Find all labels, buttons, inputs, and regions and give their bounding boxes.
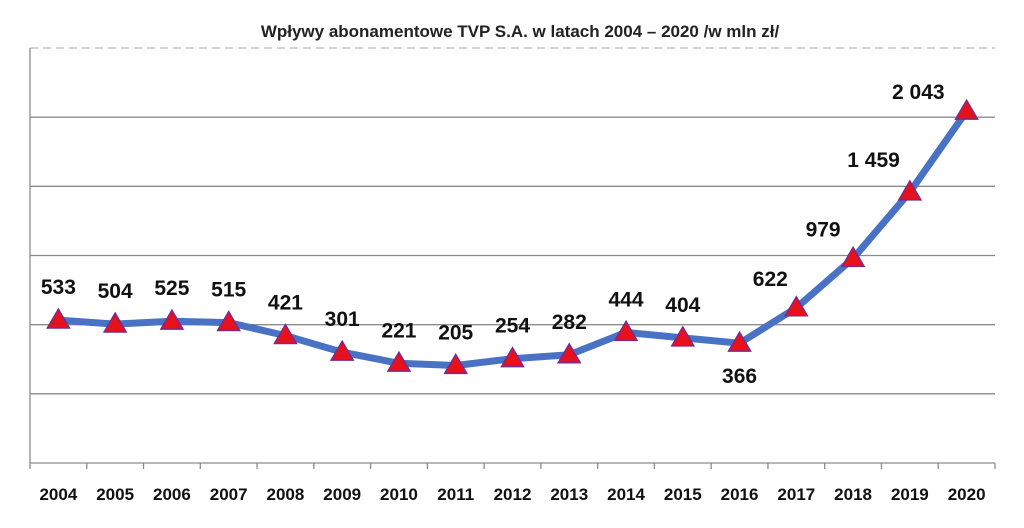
- data-point-marker: [670, 325, 696, 347]
- data-point-marker: [897, 179, 923, 201]
- x-tick-label: 2007: [210, 485, 248, 504]
- data-label: 1 459: [847, 149, 900, 172]
- data-point-marker: [784, 295, 809, 317]
- gridlines: [30, 47, 995, 395]
- data-label: 205: [438, 321, 473, 344]
- x-tick-label: 2017: [777, 485, 815, 504]
- data-point-marker: [613, 319, 639, 342]
- data-label: 2 043: [892, 81, 945, 104]
- data-point-marker: [556, 342, 582, 364]
- data-point-marker: [102, 311, 128, 333]
- data-point-marker: [273, 323, 298, 345]
- data-label: 444: [609, 288, 644, 311]
- data-label: 254: [495, 315, 530, 338]
- x-tick-label: 2010: [380, 485, 418, 504]
- data-point-marker: [727, 330, 752, 352]
- x-tick-label: 2015: [664, 485, 702, 504]
- data-label: 301: [325, 308, 360, 331]
- data-point-marker: [159, 308, 185, 330]
- x-tick-label: 2009: [323, 485, 361, 504]
- data-point-marker: [216, 310, 241, 332]
- x-tick-label: 2019: [891, 485, 929, 504]
- x-tick-label: 2018: [834, 485, 872, 504]
- data-label: 404: [665, 294, 700, 317]
- data-label: 421: [268, 292, 303, 315]
- data-point-marker: [386, 350, 412, 372]
- data-label: 366: [722, 365, 757, 388]
- data-point-marker: [840, 245, 866, 268]
- x-tick-label: 2008: [267, 485, 305, 504]
- x-tick-label: 2014: [607, 485, 645, 504]
- x-tick-label: 2016: [721, 485, 759, 504]
- chart-title: Wpływy abonamentowe TVP S.A. w latach 20…: [261, 22, 780, 41]
- data-labels: 533 504 525 515 421 301 221 205 254 282 444 404 366 6…: [41, 81, 945, 388]
- x-tick-label: 2005: [96, 485, 134, 504]
- data-label: 622: [753, 268, 788, 291]
- x-tick-label: 2004: [39, 485, 77, 504]
- x-tick-label: 2006: [153, 485, 191, 504]
- data-label: 504: [98, 280, 133, 303]
- data-label: 525: [154, 277, 189, 300]
- x-tick-label: 2011: [437, 485, 474, 504]
- data-label: 282: [552, 311, 587, 334]
- data-point-marker: [954, 98, 979, 120]
- data-point-marker: [46, 307, 71, 329]
- x-tick-label: 2013: [550, 485, 588, 504]
- data-point-marker: [329, 339, 355, 361]
- data-label: 221: [381, 319, 416, 342]
- data-point-marker: [500, 346, 525, 368]
- x-tick-label: 2012: [494, 485, 532, 504]
- data-label: 533: [41, 276, 76, 299]
- data-markers: [46, 98, 979, 375]
- x-axis: 2004 2005 2006 2007 2008 2009 2010 2011 2012 2013…: [29, 48, 996, 504]
- data-point-marker: [443, 352, 469, 375]
- data-label: 979: [806, 218, 841, 241]
- x-tick-label: 2020: [948, 485, 986, 504]
- data-label: 515: [211, 279, 246, 302]
